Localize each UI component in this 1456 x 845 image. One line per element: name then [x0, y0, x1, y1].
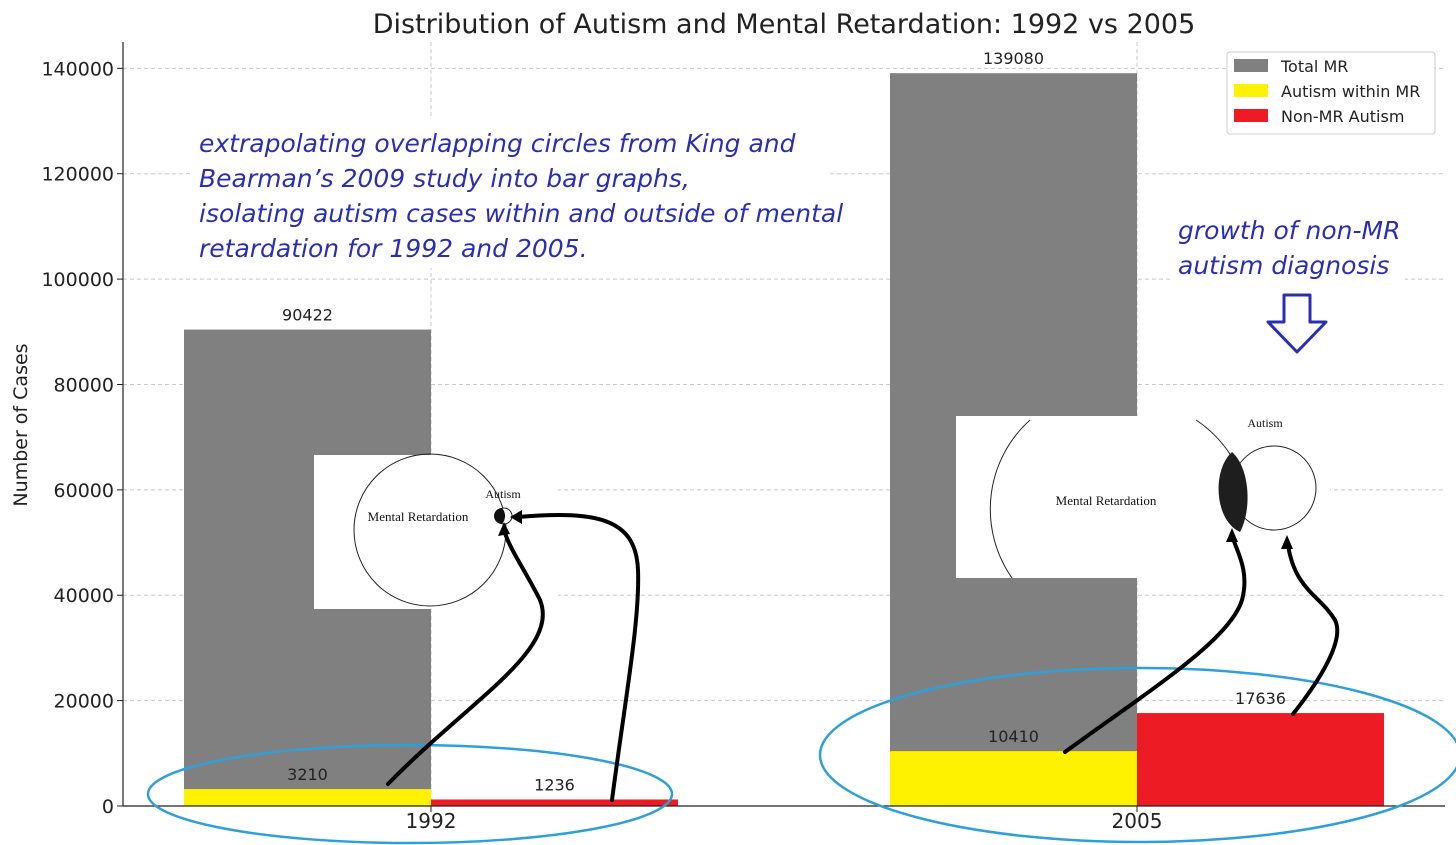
study-note-line-2: Bearman’s 2009 study into bar graphs,: [199, 164, 690, 193]
chart-title: Distribution of Autism and Mental Retard…: [373, 9, 1196, 40]
x-tick-label-2005: 2005: [1112, 809, 1163, 833]
venn-2005-mr-label: Mental Retardation: [1056, 493, 1157, 508]
growth-note-line-2: autism diagnosis: [1178, 251, 1389, 280]
arrowhead-2005-b: [1281, 535, 1293, 549]
bar-autism-within-mr-2005: [890, 751, 1137, 806]
highlight-ellipse-2005: [818, 666, 1456, 844]
y-ticks: 0 20000 40000 60000 80000 100000 120000 140000: [41, 58, 123, 818]
y-tick-label-4: 80000: [54, 374, 114, 396]
legend: Total MR Autism within MR Non-MR Autism: [1226, 51, 1436, 135]
legend-frame: [1226, 51, 1436, 135]
bar-non-mr-autism-2005: [1137, 713, 1384, 806]
study-note-line-1: extrapolating overlapping circles from K…: [199, 129, 796, 158]
growth-note: growth of non-MR autism diagnosis: [1170, 208, 1405, 354]
venn-1992-panel: [314, 455, 558, 609]
x-tick-label-1992: 1992: [406, 809, 457, 833]
down-arrow-icon: [1266, 293, 1328, 354]
legend-label-total-mr: Total MR: [1280, 57, 1348, 76]
y-tick-label-5: 100000: [41, 269, 114, 291]
y-tick-label-0: 0: [102, 796, 114, 818]
data-label-total-mr-2005: 139080: [983, 49, 1044, 68]
arrow-autism-within-mr-2005: [1063, 536, 1247, 754]
study-note: extrapolating overlapping circles from K…: [190, 118, 843, 268]
data-label-autism-within-mr-1992: 3210: [287, 765, 328, 784]
bar-non-mr-autism-1992: [431, 799, 678, 806]
y-tick-label-7: 140000: [41, 58, 114, 80]
autism-overlap-2005: [1218, 452, 1248, 532]
legend-swatch-total-mr: [1234, 59, 1268, 72]
arrowhead-1992-a: [498, 522, 510, 536]
y-tick-label-6: 120000: [41, 164, 114, 186]
venn-2005-autism-label: Autism: [1247, 416, 1283, 430]
highlight-ellipse-1992: [146, 743, 674, 845]
arrow-non-mr-autism-2005: [1286, 543, 1340, 716]
venn-diagram-2005: Mental Retardation Autism: [956, 410, 1330, 579]
legend-label-non-mr-autism: Non-MR Autism: [1281, 107, 1404, 126]
x-ticks: 1992 2005: [406, 806, 1163, 833]
arrow-autism-within-mr-1992: [386, 528, 545, 786]
venn-1992-mr-label: Mental Retardation: [368, 509, 469, 524]
legend-swatch-autism-within-mr: [1234, 84, 1268, 97]
arrowhead-2005-a: [1226, 528, 1238, 542]
venn-diagram-1992: Mental Retardation Autism: [314, 453, 558, 609]
legend-swatch-non-mr-autism: [1234, 109, 1268, 122]
axes: [122, 42, 1445, 807]
study-note-bg: [190, 118, 830, 268]
growth-note-bg: [1170, 208, 1405, 290]
data-label-autism-within-mr-2005: 10410: [988, 727, 1039, 746]
arrow-non-mr-autism-1992: [516, 513, 641, 802]
arrowhead-1992-b: [510, 510, 522, 524]
data-labels: 90422 3210 1236 139080 10410 17636: [282, 49, 1286, 794]
data-label-non-mr-autism-1992: 1236: [534, 775, 575, 794]
data-label-non-mr-autism-2005: 17636: [1235, 689, 1286, 708]
mental-retardation-arc-2005: [989, 419, 1031, 579]
y-tick-label-3: 60000: [54, 480, 114, 502]
y-tick-label-2: 40000: [54, 585, 114, 607]
venn-1992-autism-label: Autism: [485, 487, 521, 501]
data-label-total-mr-1992: 90422: [282, 306, 333, 325]
y-tick-label-1: 20000: [54, 691, 114, 713]
autism-overlap-1992: [494, 508, 506, 524]
y-axis-label: Number of Cases: [10, 343, 32, 506]
bar-autism-within-mr-1992: [184, 789, 431, 806]
study-note-line-4: retardation for 1992 and 2005.: [199, 234, 588, 263]
growth-note-line-1: growth of non-MR: [1178, 216, 1400, 245]
study-note-line-3: isolating autism cases within and outsid…: [199, 199, 843, 228]
legend-label-autism-within-mr: Autism within MR: [1281, 82, 1420, 101]
arrows: [386, 510, 1340, 802]
